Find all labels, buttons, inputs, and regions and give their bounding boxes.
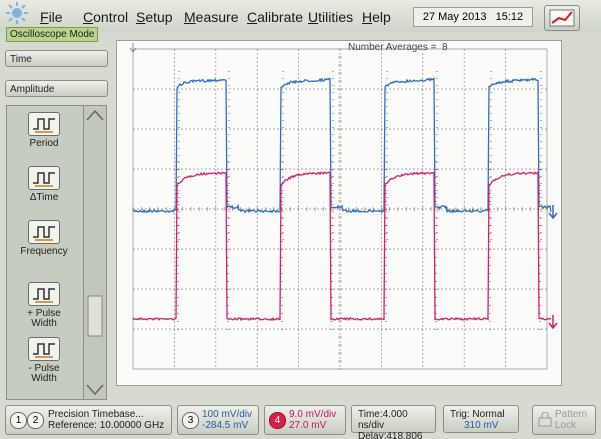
pattern-text: Pattern Lock: [555, 409, 587, 431]
ch4-scale: 9.0 mV/div: [289, 409, 337, 420]
trigger-marker: [129, 43, 137, 53]
time-scale: Time:4.000 ns/div: [358, 409, 408, 431]
menu-item[interactable]: Calibrate: [247, 9, 304, 25]
tool-label: Period: [29, 138, 59, 149]
ch4-offset: 27.0 mV: [289, 420, 327, 431]
menu-item[interactable]: Control: [83, 9, 129, 25]
pattern-lock-button[interactable]: Pattern Lock: [532, 405, 596, 435]
averages-value: 8: [442, 42, 448, 53]
logo: [6, 2, 28, 24]
ch3-offset: -284.5 mV: [202, 420, 249, 431]
time-label: Time: [10, 54, 32, 65]
date: 27 May 2013: [422, 11, 487, 23]
tool-icon: [28, 282, 60, 306]
tool-label: + Pulse Width: [27, 308, 61, 329]
tool-icon: [28, 166, 60, 190]
lock: Lock: [555, 420, 577, 431]
scope-display: [116, 40, 562, 386]
tool-label: ΔTime: [29, 192, 59, 203]
menu-item[interactable]: Utilities: [308, 9, 354, 25]
trigger-level: 310 mV: [464, 420, 499, 431]
time: 15:12: [495, 11, 524, 23]
channel-4: 4: [269, 412, 286, 429]
ch4-text: 9.0 mV/div 27.0 mV: [289, 409, 336, 431]
tool-button[interactable]: - Pulse Width: [8, 337, 80, 384]
channel-3: 3: [182, 412, 199, 429]
timebase-button[interactable]: 1 2 Precision Timebase... Reference: 10.0…: [5, 405, 172, 435]
channel-2: 2: [27, 412, 44, 429]
reference: Reference: 10.00000 GHz: [48, 420, 165, 431]
tool-icon: [28, 112, 60, 136]
time-select[interactable]: Time: [5, 50, 108, 67]
tool-button[interactable]: Frequency: [8, 220, 80, 257]
tool-icon: [28, 220, 60, 244]
amplitude-select[interactable]: Amplitude: [5, 80, 108, 97]
averages-label: Number Averages =: [348, 42, 437, 53]
tool-button[interactable]: + Pulse Width: [8, 282, 80, 329]
menu-item[interactable]: Help: [362, 9, 391, 25]
tool-label: - Pulse Width: [28, 363, 60, 384]
trigger-mode: Trig: Normal: [450, 409, 505, 420]
clock: 27 May 2013 15:12: [413, 7, 533, 27]
averages: Number Averages = 8: [348, 42, 448, 53]
trigger-button[interactable]: Trig: Normal 310 mV: [443, 405, 519, 433]
tool-label: Frequency: [20, 246, 68, 257]
waveform-ch4: [132, 170, 552, 322]
menu-item[interactable]: Setup: [136, 9, 173, 25]
scrollbar[interactable]: [83, 105, 107, 400]
channel-4-button[interactable]: 4 9.0 mV/div 27.0 mV: [264, 405, 346, 435]
ch3-text: 100 mV/div -284.5 mV: [202, 409, 252, 431]
ch4-marker: [548, 315, 558, 330]
amplitude-label: Amplitude: [10, 84, 55, 95]
timebase: Precision Timebase...: [48, 409, 144, 420]
mode-tab[interactable]: Oscilloscope Mode: [6, 27, 99, 42]
channel-3-button[interactable]: 3 100 mV/div -284.5 mV: [177, 405, 259, 435]
graph-button[interactable]: [544, 5, 580, 31]
delay: Delay:418.806 ns: [358, 431, 423, 439]
channel-1: 1: [10, 412, 27, 429]
ch3-marker: [548, 205, 558, 220]
tool-button[interactable]: Period: [8, 112, 80, 149]
tool-icon: [28, 337, 60, 361]
menu-item[interactable]: File: [40, 9, 63, 25]
waveform-ch3: [132, 77, 552, 214]
ch3-scale: 100 mV/div: [202, 409, 253, 420]
pattern: Pattern: [555, 409, 588, 420]
menu-item[interactable]: Measure: [184, 9, 239, 25]
tool-button[interactable]: ΔTime: [8, 166, 80, 203]
timebase-text: Precision Timebase... Reference: 10.00000…: [48, 409, 164, 431]
